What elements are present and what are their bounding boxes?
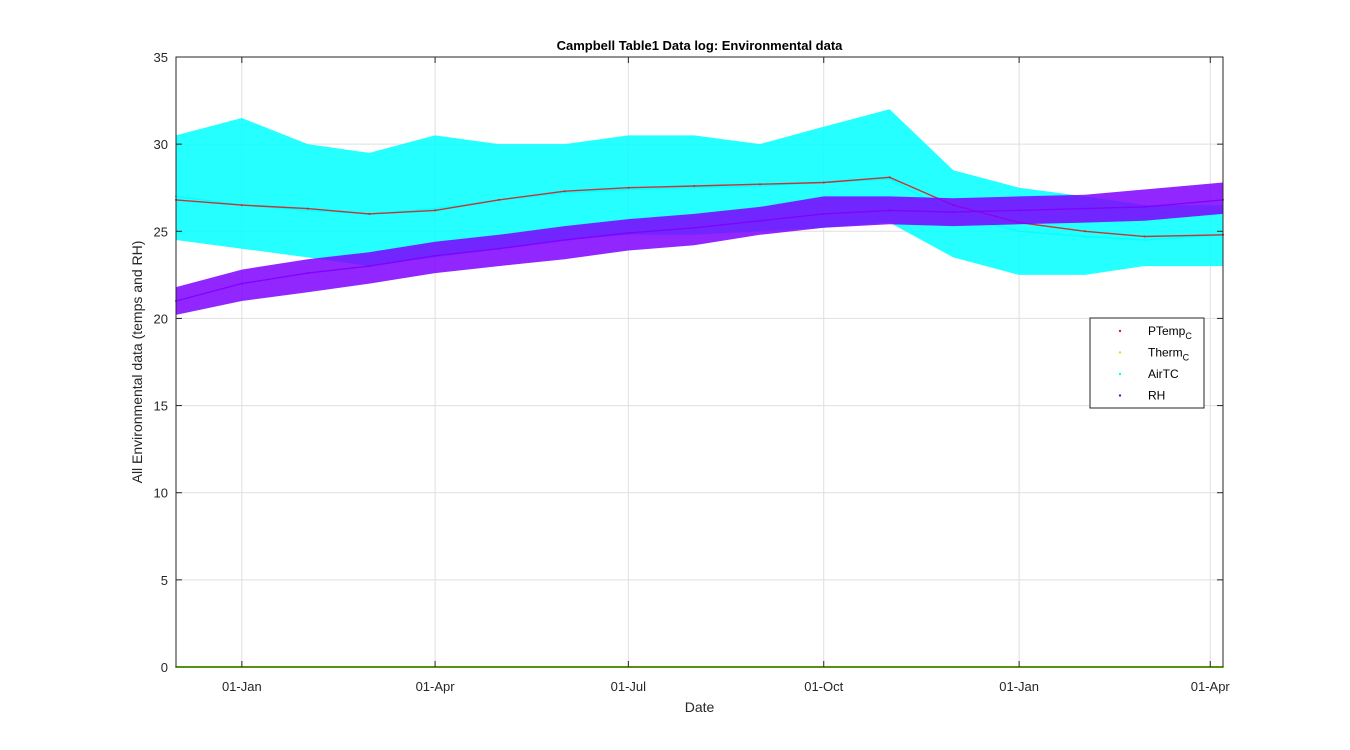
data-point [306,207,309,210]
data-point [497,198,500,201]
y-tick-label: 0 [161,660,168,675]
data-point [759,185,761,187]
legend-label: PTempC [1148,324,1192,341]
y-tick-label: 15 [154,399,168,414]
y-tick-label: 5 [161,573,168,588]
y-tick-label: 30 [154,137,168,152]
data-point [693,226,696,229]
y-tick-label: 10 [154,486,168,501]
legend-label-name: AirTC [1148,367,1179,381]
data-point [240,204,243,207]
data-point [627,186,630,189]
legend-label: RH [1148,389,1165,403]
data-point [434,254,437,257]
y-tick-label: 20 [154,311,168,326]
data-point [306,209,309,212]
y-axis-label: All Environmental data (temps and RH) [129,241,145,484]
legend-marker [1118,394,1122,397]
data-point [434,209,437,212]
data-point [563,239,566,241]
data-point [693,186,696,189]
data-point [627,188,630,191]
data-point [1084,207,1086,210]
legend-label: ThermC [1148,346,1190,363]
x-tick-label: 01-Apr [1191,679,1231,694]
data-point [693,185,696,187]
legend-label-name: RH [1148,389,1165,403]
legend-box [1089,317,1205,409]
data-point [1143,235,1146,238]
x-tick-label: 01-Apr [416,679,456,694]
plot-frame [175,56,1224,668]
data-point [1084,230,1086,233]
data-point [368,212,371,215]
x-tick-label: 01-Oct [804,679,843,694]
y-tick-label: 35 [154,50,168,65]
y-tick-label: 25 [154,224,168,239]
series-band [176,182,1223,315]
x-tick-label: 01-Jan [222,679,262,694]
x-tick-label: 01-Jan [999,679,1039,694]
data-point [888,178,891,180]
legend-marker [1118,372,1122,376]
data-point [434,207,437,210]
data-point [822,181,825,184]
data-point [368,265,371,268]
legend-label-subscript: C [1183,353,1190,363]
data-point [952,211,955,214]
data-point [1143,239,1146,241]
data-point [240,282,243,285]
data-point [759,183,761,186]
data-point [1084,235,1086,238]
data-point [563,190,566,193]
legend-label-name: PTemp [1148,324,1186,338]
chart-title: Campbell Table1 Data log: Environmental … [557,38,844,53]
series-rh [175,182,1224,315]
axis-ticks: 0 5 10 15 20 25 30 35 01-Jan 01-Apr 01-Jul 01-Oct 01… [154,50,1231,694]
legend-label-subscript: C [1185,331,1192,341]
data-point [627,232,630,234]
data-point [1143,205,1146,208]
data-point [1018,230,1021,233]
data-point [822,212,825,215]
x-tick-label: 01-Jul [611,679,647,694]
data-point [306,272,309,275]
legend-marker [1118,329,1122,333]
series-band [176,109,1223,275]
legend-marker [1118,351,1122,354]
data-point [563,191,566,194]
data-point [1018,209,1021,212]
data-point [888,176,891,179]
data-point [759,219,761,222]
legend-label-name: Therm [1148,346,1183,360]
data-point [888,209,891,212]
x-axis-label: Date [685,699,715,715]
data-point [497,247,500,250]
legend-label: AirTC [1148,367,1179,381]
